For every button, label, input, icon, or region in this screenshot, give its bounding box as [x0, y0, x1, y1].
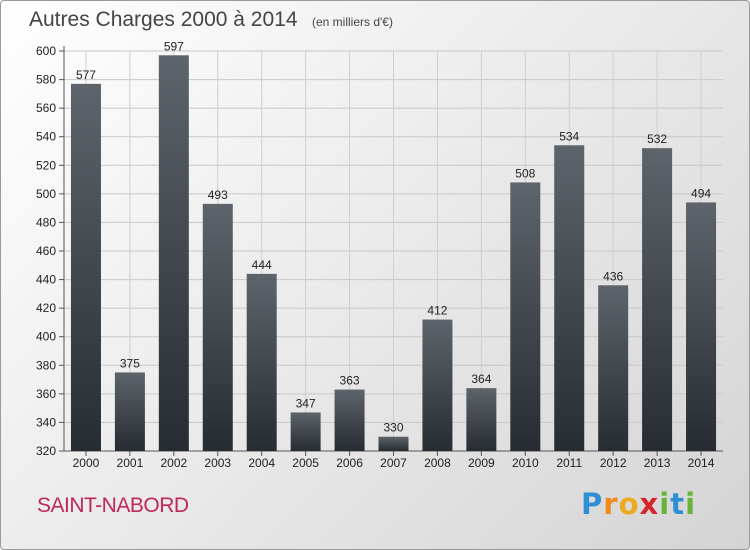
- bar: [290, 412, 321, 451]
- y-tick-label: 340: [36, 415, 56, 429]
- y-tick-label: 500: [36, 187, 56, 201]
- y-tick-label: 600: [36, 44, 56, 58]
- x-tick-label: 2014: [688, 456, 715, 470]
- value-label: 534: [559, 129, 579, 143]
- bar: [598, 285, 629, 451]
- brand-letter: r: [603, 487, 619, 521]
- y-tick-label: 460: [36, 244, 56, 258]
- bar: [378, 436, 409, 451]
- value-label: 363: [340, 374, 360, 388]
- y-tick-label: 440: [36, 273, 56, 287]
- y-tick-label: 540: [36, 130, 56, 144]
- value-label: 375: [120, 356, 140, 370]
- brand-letter: x: [639, 487, 660, 521]
- bar: [466, 388, 497, 451]
- x-tick-label: 2002: [160, 456, 187, 470]
- value-label: 493: [208, 188, 228, 202]
- value-label: 577: [76, 68, 96, 82]
- value-label: 330: [383, 421, 403, 435]
- x-tick-label: 2010: [512, 456, 539, 470]
- value-label: 532: [647, 132, 667, 146]
- y-tick-label: 380: [36, 358, 56, 372]
- x-tick-label: 2013: [644, 456, 671, 470]
- x-tick-label: 2000: [73, 456, 100, 470]
- chart-title: Autres Charges 2000 à 2014: [29, 8, 298, 31]
- bar: [510, 182, 541, 451]
- x-tick-label: 2011: [556, 456, 582, 470]
- value-label: 508: [515, 166, 535, 180]
- value-label: 347: [296, 396, 316, 410]
- brand-letter: o: [618, 487, 640, 521]
- bars: [70, 55, 717, 452]
- bar: [554, 145, 585, 452]
- brand-logo: Proxiti: [581, 487, 696, 521]
- chart-subtitle: (en milliers d'€): [311, 15, 393, 29]
- y-tick-label: 360: [36, 387, 56, 401]
- bar: [422, 319, 453, 451]
- bar: [70, 83, 101, 451]
- y-tick-label: 400: [36, 330, 56, 344]
- brand-letter: P: [581, 487, 604, 521]
- value-label: 444: [252, 258, 272, 272]
- bar: [246, 273, 277, 451]
- x-tick-label: 2009: [468, 456, 495, 470]
- y-tick-label: 320: [36, 444, 56, 458]
- brand-letter: t: [670, 487, 686, 521]
- value-label: 494: [691, 186, 711, 200]
- x-tick-label: 2001: [117, 456, 144, 470]
- value-label: 412: [427, 304, 447, 318]
- y-tick-label: 420: [36, 301, 56, 315]
- x-tick-label: 2005: [292, 456, 319, 470]
- x-tick-label: 2012: [600, 456, 627, 470]
- value-label: 597: [164, 39, 184, 53]
- brand-letter: i: [659, 487, 671, 521]
- labels: 320 340 360 380 400 420 440 460 480 500 520 540 560 5…: [36, 39, 715, 470]
- value-label: 436: [603, 269, 623, 283]
- bar: [642, 148, 673, 451]
- y-tick-label: 560: [36, 101, 56, 115]
- bar: [202, 203, 233, 451]
- x-tick-label: 2004: [248, 456, 275, 470]
- bar: [686, 202, 717, 451]
- x-tick-label: 2007: [380, 456, 407, 470]
- x-tick-label: 2008: [424, 456, 451, 470]
- y-tick-label: 520: [36, 158, 56, 172]
- brand-letter: i: [685, 487, 697, 521]
- value-label: 364: [471, 372, 491, 386]
- y-tick-label: 480: [36, 215, 56, 229]
- bar: [158, 55, 189, 452]
- x-tick-label: 2003: [204, 456, 231, 470]
- x-tick-label: 2006: [336, 456, 363, 470]
- title-block: Autres Charges 2000 à 2014 (en milliers …: [29, 8, 393, 32]
- commune-name: SAINT-NABORD: [37, 494, 189, 517]
- bar: [114, 372, 145, 451]
- y-tick-label: 580: [36, 73, 56, 87]
- bar: [334, 389, 365, 451]
